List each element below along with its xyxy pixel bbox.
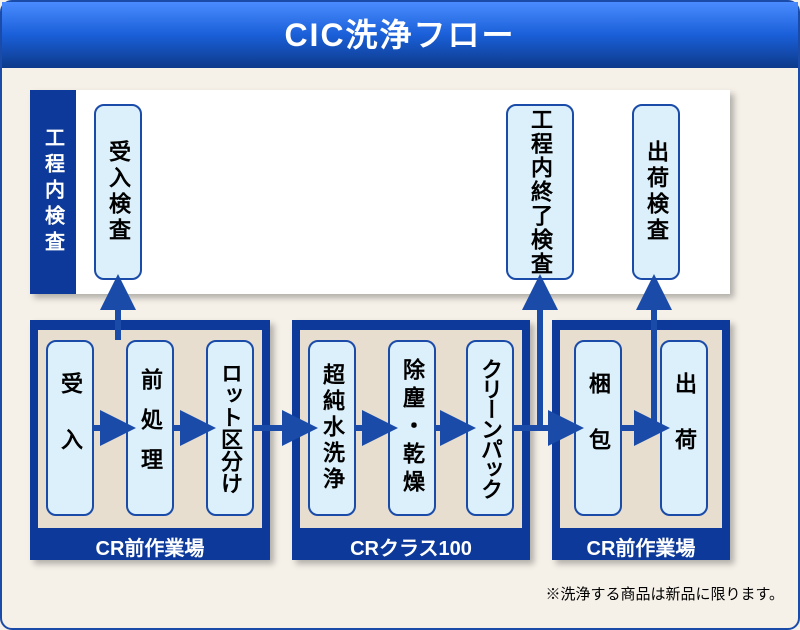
group-cr-pre-1: 受入 前処理 ロット区分け CR前作業場 [30, 320, 270, 560]
group-body: 梱包 出荷 [560, 330, 722, 528]
step-receive: 受入 [46, 340, 94, 516]
step-dry: 除塵・乾燥 [388, 340, 436, 516]
step-final-inspection: 工程内終了検査 [506, 104, 574, 280]
step-wash: 超純水洗浄 [308, 340, 356, 516]
group-label: CR前作業場 [560, 528, 722, 567]
step-lot: ロット区分け [206, 340, 254, 516]
footnote: ※洗浄する商品は新品に限ります。 [545, 583, 784, 604]
inspection-panel-label: 工程内検査 [30, 90, 76, 294]
step-receiving-inspection: 受入検査 [94, 104, 142, 280]
group-cr-pre-2: 梱包 出荷 CR前作業場 [552, 320, 730, 560]
step-preprocess: 前処理 [126, 340, 174, 516]
inspection-panel: 工程内検査 受入検査 工程内終了検査 [30, 90, 730, 294]
group-body: 超純水洗浄 除塵・乾燥 クリーンパック [300, 330, 522, 528]
group-label: CRクラス100 [300, 528, 522, 567]
title-bar: CIC洗浄フロー [2, 2, 798, 68]
page-title: CIC洗浄フロー [284, 17, 515, 53]
step-ship: 出荷 [660, 340, 708, 516]
step-wrap: 梱包 [574, 340, 622, 516]
flow-canvas: 工程内検査 受入検査 工程内終了検査 出荷検査 受入 前処理 ロット区分け CR… [2, 68, 798, 608]
group-label: CR前作業場 [38, 528, 262, 567]
step-shipping-inspection: 出荷検査 [632, 104, 680, 280]
group-body: 受入 前処理 ロット区分け [38, 330, 262, 528]
group-cr-class100: 超純水洗浄 除塵・乾燥 クリーンパック CRクラス100 [292, 320, 530, 560]
step-pack: クリーンパック [466, 340, 514, 516]
